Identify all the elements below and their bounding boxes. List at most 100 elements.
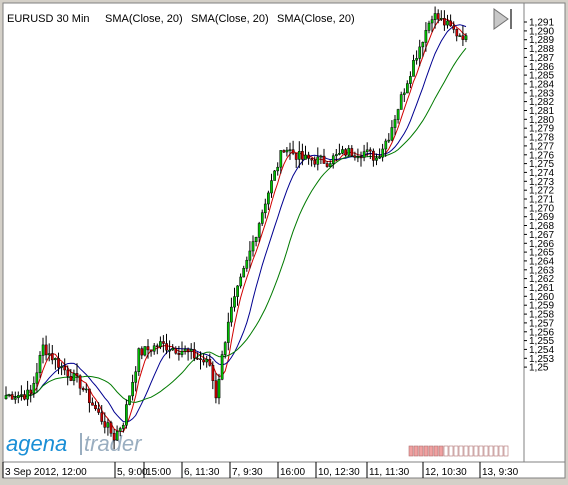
candle[interactable] bbox=[387, 133, 391, 143]
candle[interactable] bbox=[455, 28, 459, 42]
candle[interactable] bbox=[402, 88, 406, 102]
candle[interactable] bbox=[356, 148, 360, 163]
indicator-label-2[interactable]: SMA(Close, 20) bbox=[191, 13, 269, 25]
candle[interactable] bbox=[248, 241, 252, 269]
candle[interactable] bbox=[433, 6, 437, 29]
candle[interactable] bbox=[304, 145, 307, 160]
candle[interactable] bbox=[427, 20, 431, 34]
candle[interactable] bbox=[165, 333, 168, 355]
candle[interactable] bbox=[168, 340, 171, 359]
candle[interactable] bbox=[322, 148, 326, 164]
candle[interactable] bbox=[217, 373, 221, 405]
candle[interactable] bbox=[291, 140, 295, 156]
candle[interactable] bbox=[384, 138, 388, 157]
candle[interactable] bbox=[47, 343, 51, 362]
candle[interactable] bbox=[75, 363, 79, 383]
candle[interactable] bbox=[430, 15, 434, 33]
candle[interactable] bbox=[50, 345, 54, 365]
candle[interactable] bbox=[17, 391, 20, 404]
candle[interactable] bbox=[378, 148, 381, 159]
candle[interactable] bbox=[239, 273, 243, 289]
candle[interactable] bbox=[183, 345, 187, 355]
candle[interactable] bbox=[344, 148, 347, 157]
candle[interactable] bbox=[78, 374, 82, 396]
candle[interactable] bbox=[415, 50, 418, 65]
candle[interactable] bbox=[152, 343, 156, 355]
candle[interactable] bbox=[121, 422, 125, 433]
sma-line-1[interactable] bbox=[5, 18, 467, 433]
candle[interactable] bbox=[72, 369, 76, 386]
candle[interactable] bbox=[38, 351, 42, 378]
candle[interactable] bbox=[81, 386, 85, 392]
candle[interactable] bbox=[162, 335, 165, 353]
candle[interactable] bbox=[257, 221, 261, 243]
candle[interactable] bbox=[26, 380, 29, 406]
candle[interactable] bbox=[443, 10, 446, 31]
candle[interactable] bbox=[57, 352, 60, 375]
candle[interactable] bbox=[146, 339, 150, 359]
candle[interactable] bbox=[186, 347, 190, 361]
candle[interactable] bbox=[436, 9, 440, 24]
candle[interactable] bbox=[282, 149, 286, 153]
candle[interactable] bbox=[140, 346, 144, 360]
candle[interactable] bbox=[313, 156, 317, 168]
candle[interactable] bbox=[177, 345, 181, 361]
candle[interactable] bbox=[63, 358, 67, 376]
candle[interactable] bbox=[125, 399, 128, 429]
candle[interactable] bbox=[399, 91, 403, 110]
candle[interactable] bbox=[439, 10, 443, 21]
candle[interactable] bbox=[307, 151, 310, 165]
candle[interactable] bbox=[159, 336, 162, 350]
candle[interactable] bbox=[205, 355, 209, 368]
candle[interactable] bbox=[276, 162, 280, 176]
candle[interactable] bbox=[32, 376, 36, 398]
candle[interactable] bbox=[260, 209, 264, 226]
sma-line-2[interactable] bbox=[5, 24, 467, 423]
candle[interactable] bbox=[220, 350, 224, 381]
candle[interactable] bbox=[338, 143, 341, 156]
candle[interactable] bbox=[236, 285, 239, 306]
candle[interactable] bbox=[7, 393, 11, 398]
candle[interactable] bbox=[106, 418, 110, 436]
candle[interactable] bbox=[97, 402, 100, 415]
candle[interactable] bbox=[199, 351, 202, 370]
candle[interactable] bbox=[149, 349, 153, 357]
candle[interactable] bbox=[35, 363, 39, 393]
candle[interactable] bbox=[297, 141, 301, 169]
chart-scrollbar[interactable] bbox=[408, 445, 509, 457]
candle[interactable] bbox=[4, 386, 8, 400]
candle[interactable] bbox=[202, 353, 205, 366]
candle[interactable] bbox=[245, 256, 249, 272]
candle[interactable] bbox=[60, 362, 63, 376]
candle[interactable] bbox=[94, 401, 97, 411]
candle[interactable] bbox=[13, 391, 17, 404]
candle[interactable] bbox=[44, 335, 48, 361]
candle[interactable] bbox=[112, 429, 116, 450]
candle[interactable] bbox=[365, 142, 369, 157]
candle[interactable] bbox=[421, 41, 425, 57]
candle[interactable] bbox=[128, 395, 131, 406]
candle[interactable] bbox=[254, 236, 258, 247]
candle[interactable] bbox=[350, 145, 354, 157]
scroll-to-end-button[interactable] bbox=[493, 8, 512, 30]
candle[interactable] bbox=[196, 352, 199, 360]
candle[interactable] bbox=[131, 374, 134, 401]
candle[interactable] bbox=[103, 412, 107, 434]
candle[interactable] bbox=[285, 147, 289, 157]
candle[interactable] bbox=[109, 420, 113, 437]
candle[interactable] bbox=[301, 143, 304, 166]
candle[interactable] bbox=[452, 21, 456, 34]
candle[interactable] bbox=[226, 312, 230, 351]
candle[interactable] bbox=[233, 287, 236, 312]
candle[interactable] bbox=[310, 157, 314, 167]
candle[interactable] bbox=[29, 384, 33, 403]
candle[interactable] bbox=[69, 369, 73, 382]
plot-area[interactable] bbox=[2, 2, 525, 463]
candle[interactable] bbox=[192, 342, 196, 362]
candle[interactable] bbox=[325, 161, 329, 168]
candle[interactable] bbox=[347, 145, 351, 157]
candle[interactable] bbox=[174, 346, 178, 355]
candle[interactable] bbox=[155, 343, 159, 355]
candle[interactable] bbox=[84, 383, 88, 393]
